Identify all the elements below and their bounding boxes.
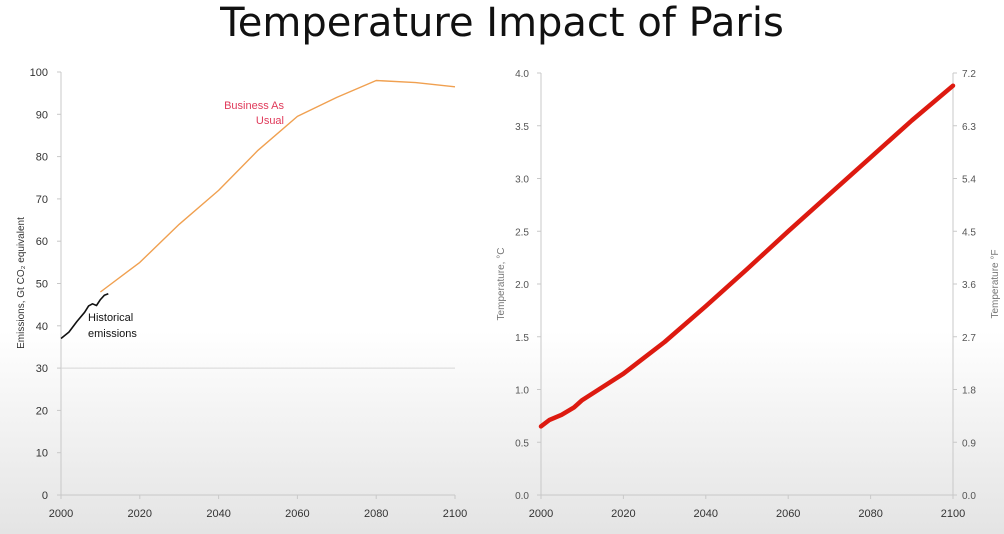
historical-label: emissions: [88, 328, 137, 340]
business-as-usual-label: Usual: [256, 115, 284, 127]
y-tick-label: 20: [36, 405, 48, 417]
y2-tick-label: 0.0: [962, 491, 976, 502]
y-tick-label: 60: [36, 236, 48, 248]
x-tick-label: 2100: [443, 508, 467, 520]
series-line-business-as-usual: [99, 79, 456, 293]
x-tick-label: 2000: [49, 508, 73, 520]
y-tick-label: 10: [36, 448, 48, 460]
x-tick-label: 2080: [858, 508, 882, 520]
y-tick-label: 2.5: [515, 227, 529, 238]
y2-tick-label: 5.4: [962, 175, 976, 186]
y2-tick-label: 1.8: [962, 386, 976, 397]
x-tick-label: 2060: [776, 508, 800, 520]
y2-tick-label: 6.3: [962, 122, 976, 133]
x-tick-label: 2100: [941, 508, 965, 520]
x-tick-label: 2020: [611, 508, 635, 520]
y-tick-label: 0: [42, 490, 48, 502]
slide-title: Temperature Impact of Paris: [220, 0, 784, 46]
y-tick-label: 40: [36, 321, 48, 333]
y2-tick-label: 0.9: [962, 438, 976, 449]
y2-tick-label: 3.6: [962, 280, 976, 291]
y-tick-label: 0.5: [515, 438, 529, 449]
y2-tick-label: 7.2: [962, 69, 976, 80]
y-tick-label: 4.0: [515, 69, 529, 80]
y-tick-label: 30: [36, 363, 48, 375]
y-tick-label: 2.0: [515, 280, 529, 291]
y-tick-label: 1.5: [515, 333, 529, 344]
y-axis-label: Temperature, °C: [496, 248, 507, 321]
y-tick-label: 0.0: [515, 491, 529, 502]
y-tick-label: 100: [30, 67, 48, 79]
x-tick-label: 2040: [206, 508, 230, 520]
y2-axis-label: Temperature °F: [990, 249, 1001, 318]
historical-label: Historical: [88, 312, 133, 324]
y-tick-label: 70: [36, 194, 48, 206]
y-tick-label: 3.0: [515, 175, 529, 186]
y2-tick-label: 4.5: [962, 227, 976, 238]
x-tick-label: 2060: [285, 508, 309, 520]
y-tick-label: 50: [36, 279, 48, 291]
business-as-usual-label: Business As: [224, 100, 284, 112]
series-line-temperature: [538, 83, 956, 429]
x-tick-label: 2040: [694, 508, 718, 520]
x-tick-label: 2000: [529, 508, 553, 520]
y-tick-label: 3.5: [515, 122, 529, 133]
y2-tick-label: 2.7: [962, 333, 976, 344]
series-line-historical: [60, 292, 109, 340]
y-tick-label: 1.0: [515, 386, 529, 397]
y-tick-label: 80: [36, 152, 48, 164]
y-tick-label: 90: [36, 109, 48, 121]
y-axis-label: Emissions, Gt CO₂ equivalent: [16, 217, 27, 349]
x-tick-label: 2080: [364, 508, 388, 520]
x-tick-label: 2020: [128, 508, 152, 520]
